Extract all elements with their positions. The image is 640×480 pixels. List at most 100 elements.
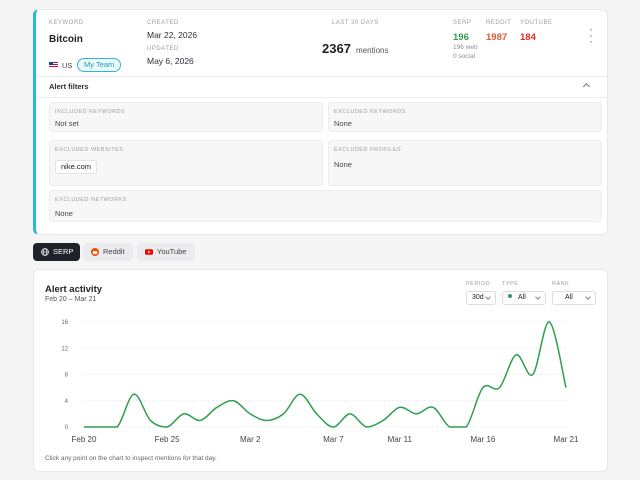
excluded-networks-box: EXCLUDED NETWORKS None xyxy=(49,190,602,222)
tab-reddit[interactable]: Reddit xyxy=(83,243,133,261)
data-point[interactable] xyxy=(429,403,437,411)
data-point[interactable] xyxy=(279,410,287,418)
more-options-icon[interactable]: · · · xyxy=(589,22,593,48)
mentions-word: mentions xyxy=(356,46,389,55)
data-point[interactable] xyxy=(213,403,221,411)
data-point[interactable] xyxy=(512,351,520,359)
website-chip: nike.com xyxy=(55,160,98,174)
data-point[interactable] xyxy=(462,423,470,431)
mentions-count: 2367 xyxy=(322,41,351,56)
country-code: US xyxy=(62,61,73,70)
team-badge[interactable]: My Team xyxy=(77,58,122,72)
excluded-keywords-value: None xyxy=(334,119,352,128)
reddit-label: REDDIT xyxy=(486,20,512,26)
x-tick-label: Mar 21 xyxy=(554,435,579,444)
x-tick-label: Feb 25 xyxy=(155,435,180,444)
included-keywords-value: Not set xyxy=(55,119,79,128)
data-point[interactable] xyxy=(446,423,454,431)
excluded-profiles-box: EXCLUDED PROFILES None xyxy=(328,140,602,186)
data-point[interactable] xyxy=(113,423,121,431)
created-label: CREATED xyxy=(147,20,179,26)
excluded-keywords-label: EXCLUDED KEYWORDS xyxy=(334,109,407,115)
tab-youtube[interactable]: YouTube xyxy=(137,243,195,261)
x-tick-label: Mar 16 xyxy=(470,435,495,444)
excluded-profiles-label: EXCLUDED PROFILES xyxy=(334,147,402,153)
data-point[interactable] xyxy=(496,384,504,392)
activity-line-chart[interactable]: 0 4 8 12 16 Feb 20 Feb 25 Mar 2 Mar 7 Mar 11 Mar 1… xyxy=(34,270,609,473)
period-label: LAST 30 DAYS xyxy=(332,20,379,26)
series-line[interactable] xyxy=(84,321,567,428)
x-tick-label: Mar 7 xyxy=(323,435,344,444)
rank-select-value: All xyxy=(565,294,573,301)
data-point[interactable] xyxy=(230,397,238,405)
us-flag-icon xyxy=(49,62,58,68)
x-tick-label: Feb 20 xyxy=(72,435,97,444)
tab-youtube-label: YouTube xyxy=(157,247,187,256)
excluded-networks-label: EXCLUDED NETWORKS xyxy=(55,197,127,203)
data-point[interactable] xyxy=(479,384,487,392)
filters-header[interactable] xyxy=(36,76,608,98)
activity-title: Alert activity xyxy=(45,284,103,295)
data-point[interactable] xyxy=(246,410,254,418)
serp-count: 196 xyxy=(453,32,469,43)
data-point[interactable] xyxy=(80,423,88,431)
tab-serp-label: SERP xyxy=(53,247,74,256)
excluded-websites-label: EXCLUDED WEBSITES xyxy=(55,147,124,153)
data-point[interactable] xyxy=(545,318,553,326)
excluded-networks-value: None xyxy=(55,209,73,218)
type-select[interactable]: All xyxy=(502,291,546,305)
excluded-websites-box: EXCLUDED WEBSITES nike.com xyxy=(49,140,323,186)
data-point[interactable] xyxy=(97,423,105,431)
chart-footnote: Click any point on the chart to inspect … xyxy=(45,455,217,462)
youtube-icon xyxy=(145,249,153,255)
data-point[interactable] xyxy=(180,410,188,418)
x-tick-label: Mar 2 xyxy=(240,435,261,444)
keyword-name: Bitcoin xyxy=(49,34,83,45)
data-point[interactable] xyxy=(163,423,171,431)
period-select-label: PERIOD xyxy=(466,281,491,287)
alert-card: KEYWORD Bitcoin US My Team CREATED Mar 2… xyxy=(33,9,608,235)
serp-web-count: 196 web xyxy=(453,44,478,51)
tab-reddit-label: Reddit xyxy=(103,247,125,256)
y-tick-label: 12 xyxy=(61,346,68,352)
type-select-value: All xyxy=(518,294,526,301)
data-point[interactable] xyxy=(379,416,387,424)
excluded-keywords-box: EXCLUDED KEYWORDS None xyxy=(328,102,602,132)
excluded-profiles-value: None xyxy=(334,160,352,169)
globe-icon xyxy=(41,248,49,256)
data-point[interactable] xyxy=(363,423,371,431)
reddit-icon xyxy=(91,248,99,256)
rank-select-label: RANK xyxy=(552,281,570,287)
data-point[interactable] xyxy=(130,390,138,398)
included-keywords-box: INCLUDED KEYWORDS Not set xyxy=(49,102,323,132)
y-tick-label: 0 xyxy=(65,425,69,431)
data-point[interactable] xyxy=(146,416,154,424)
y-tick-label: 4 xyxy=(65,399,69,405)
data-point[interactable] xyxy=(329,423,337,431)
x-tick-label: Mar 11 xyxy=(388,435,413,444)
data-point[interactable] xyxy=(196,416,204,424)
tab-serp[interactable]: SERP xyxy=(33,243,80,261)
period-select-value: 30d xyxy=(472,294,484,301)
updated-label: UPDATED xyxy=(147,46,179,52)
data-point[interactable] xyxy=(346,410,354,418)
data-point[interactable] xyxy=(396,403,404,411)
period-select[interactable]: 30d xyxy=(466,291,496,305)
activity-card: Alert activity Feb 20 – Mar 21 PERIOD 30… xyxy=(33,269,608,472)
reddit-count: 1987 xyxy=(486,32,508,43)
data-point[interactable] xyxy=(296,390,304,398)
activity-range: Feb 20 – Mar 21 xyxy=(45,296,97,303)
youtube-label: YOUTUBE xyxy=(520,20,553,26)
youtube-count: 184 xyxy=(520,32,536,43)
rank-select[interactable]: All xyxy=(552,291,596,305)
data-point[interactable] xyxy=(263,416,271,424)
updated-date: May 6, 2026 xyxy=(147,56,194,66)
data-point[interactable] xyxy=(562,384,570,392)
data-point[interactable] xyxy=(313,410,321,418)
data-point[interactable] xyxy=(529,371,537,379)
y-tick-label: 16 xyxy=(61,320,68,326)
data-point[interactable] xyxy=(412,410,420,418)
type-select-label: TYPE xyxy=(502,281,519,287)
included-keywords-label: INCLUDED KEYWORDS xyxy=(55,109,126,115)
keyword-label: KEYWORD xyxy=(49,20,84,26)
